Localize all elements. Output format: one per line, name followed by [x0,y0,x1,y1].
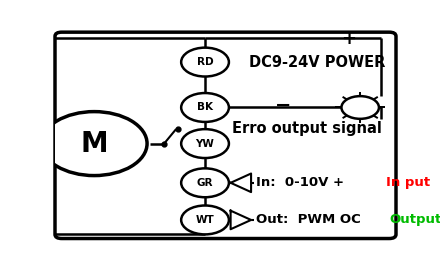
Circle shape [181,93,229,122]
Circle shape [181,129,229,158]
Text: In:  0-10V +: In: 0-10V + [256,176,349,189]
Polygon shape [231,211,251,229]
Text: In put: In put [386,176,430,189]
Circle shape [41,111,147,176]
Text: RD: RD [197,57,213,67]
Text: −: − [275,96,292,115]
Text: Erro output signal: Erro output signal [232,121,382,136]
Circle shape [181,168,229,197]
Circle shape [181,48,229,77]
Circle shape [181,206,229,234]
Text: WT: WT [196,215,214,225]
Text: M: M [81,130,108,158]
Text: DC9-24V POWER: DC9-24V POWER [249,55,386,70]
Text: BK: BK [197,102,213,113]
Text: +: + [341,30,356,49]
Text: Out:  PWM OC: Out: PWM OC [256,213,366,226]
Text: GR: GR [197,178,213,188]
Text: YW: YW [196,139,214,148]
Polygon shape [231,173,251,192]
Text: Output: Output [389,213,440,226]
Circle shape [341,96,379,119]
FancyBboxPatch shape [55,32,396,239]
